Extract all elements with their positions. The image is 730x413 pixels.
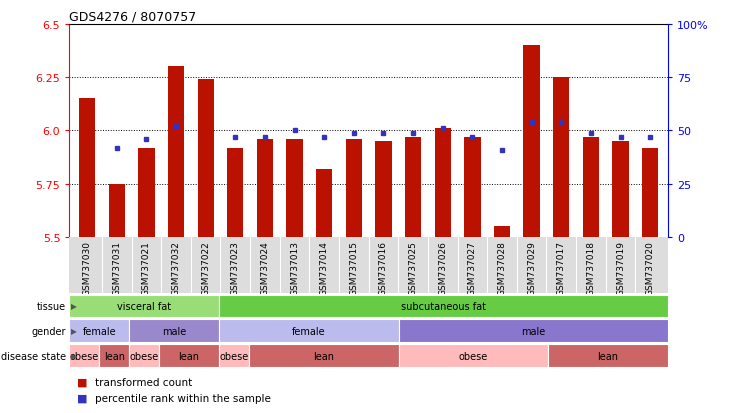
Text: male: male	[521, 326, 545, 336]
Bar	[583, 138, 599, 237]
Bar	[219, 344, 249, 367]
Text: GSM737016: GSM737016	[379, 240, 388, 295]
Text: gender: gender	[31, 326, 66, 336]
Text: ▶: ▶	[71, 327, 77, 335]
Text: obese: obese	[458, 351, 488, 361]
Text: ▶: ▶	[71, 351, 77, 360]
Text: GSM737013: GSM737013	[290, 240, 299, 295]
Text: GSM737014: GSM737014	[320, 240, 328, 295]
Bar	[257, 140, 273, 237]
Text: GDS4276 / 8070757: GDS4276 / 8070757	[69, 11, 196, 24]
Bar	[523, 46, 539, 237]
Text: GSM737018: GSM737018	[586, 240, 596, 295]
Bar	[642, 148, 658, 237]
Bar	[548, 344, 668, 367]
Bar	[159, 344, 219, 367]
Bar	[375, 142, 391, 237]
Text: female: female	[82, 326, 116, 336]
Bar	[494, 227, 510, 237]
Text: lean: lean	[179, 351, 199, 361]
Bar	[464, 138, 480, 237]
Text: ■: ■	[77, 377, 87, 387]
Text: percentile rank within the sample: percentile rank within the sample	[95, 393, 271, 403]
Text: GSM737022: GSM737022	[201, 240, 210, 295]
Bar	[399, 344, 548, 367]
Text: female: female	[292, 326, 326, 336]
Bar	[346, 140, 362, 237]
Bar	[612, 142, 629, 237]
Text: GSM737024: GSM737024	[261, 240, 269, 295]
Text: visceral fat: visceral fat	[117, 301, 172, 311]
Text: transformed count: transformed count	[95, 377, 192, 387]
Text: GSM737029: GSM737029	[527, 240, 536, 295]
Text: GSM737027: GSM737027	[468, 240, 477, 295]
Bar	[219, 320, 399, 342]
Text: lean: lean	[104, 351, 125, 361]
Text: GSM737028: GSM737028	[498, 240, 507, 295]
Bar	[405, 138, 421, 237]
Text: tissue: tissue	[36, 301, 66, 311]
Text: GSM737020: GSM737020	[645, 240, 655, 295]
Bar	[129, 344, 159, 367]
Bar	[316, 169, 332, 237]
Text: ▶: ▶	[71, 302, 77, 311]
Text: obese: obese	[129, 351, 159, 361]
Bar	[69, 344, 99, 367]
Text: disease state: disease state	[1, 351, 66, 361]
Text: GSM737030: GSM737030	[82, 240, 92, 295]
Bar	[249, 344, 399, 367]
Bar	[129, 320, 219, 342]
Text: GSM737021: GSM737021	[142, 240, 151, 295]
Bar	[69, 320, 129, 342]
Text: GSM737031: GSM737031	[112, 240, 121, 295]
Text: GSM737023: GSM737023	[231, 240, 239, 295]
Bar	[286, 140, 303, 237]
Text: GSM737015: GSM737015	[350, 240, 358, 295]
Bar	[399, 320, 668, 342]
Bar	[198, 80, 214, 237]
Bar	[109, 184, 125, 237]
Text: obese: obese	[219, 351, 249, 361]
Text: obese: obese	[69, 351, 99, 361]
Text: subcutaneous fat: subcutaneous fat	[401, 301, 486, 311]
Bar	[99, 344, 129, 367]
Bar	[219, 295, 668, 318]
Text: lean: lean	[313, 351, 334, 361]
Text: GSM737017: GSM737017	[557, 240, 566, 295]
Text: ■: ■	[77, 393, 87, 403]
Bar	[227, 148, 243, 237]
Text: lean: lean	[598, 351, 618, 361]
Text: GSM737032: GSM737032	[172, 240, 180, 295]
Bar	[168, 67, 184, 237]
Bar	[138, 148, 155, 237]
Text: male: male	[162, 326, 186, 336]
Text: GSM737025: GSM737025	[409, 240, 418, 295]
Bar	[553, 78, 569, 237]
Text: GSM737019: GSM737019	[616, 240, 625, 295]
Bar	[69, 295, 219, 318]
Bar	[79, 99, 96, 237]
Text: GSM737026: GSM737026	[438, 240, 447, 295]
Bar	[434, 129, 451, 237]
